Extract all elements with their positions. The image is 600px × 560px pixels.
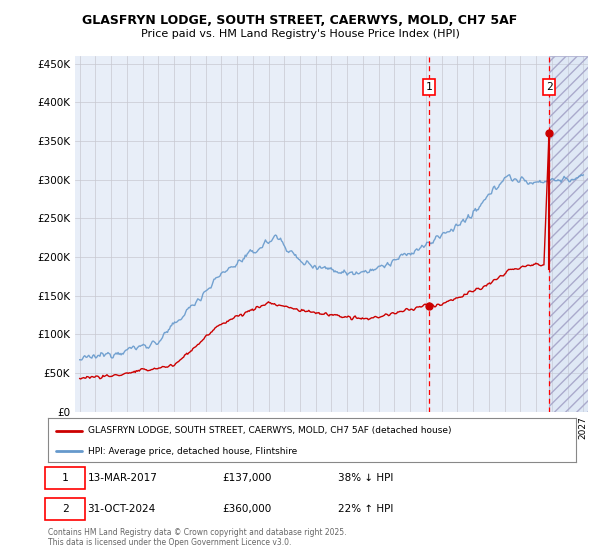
FancyBboxPatch shape [46,498,85,520]
Text: 1: 1 [62,473,69,483]
Text: 13-MAR-2017: 13-MAR-2017 [88,473,157,483]
FancyBboxPatch shape [46,467,85,489]
Text: £137,000: £137,000 [222,473,272,483]
Text: 2: 2 [62,504,69,514]
Text: 2: 2 [546,82,553,92]
Text: £360,000: £360,000 [222,504,271,514]
Bar [549,56,591,412]
Text: Contains HM Land Registry data © Crown copyright and database right 2025.
This d: Contains HM Land Registry data © Crown c… [48,528,347,547]
Text: 31-OCT-2024: 31-OCT-2024 [88,504,156,514]
Text: Price paid vs. HM Land Registry's House Price Index (HPI): Price paid vs. HM Land Registry's House … [140,29,460,39]
Text: 1: 1 [425,82,432,92]
Text: GLASFRYN LODGE, SOUTH STREET, CAERWYS, MOLD, CH7 5AF (detached house): GLASFRYN LODGE, SOUTH STREET, CAERWYS, M… [88,426,451,435]
Text: 22% ↑ HPI: 22% ↑ HPI [338,504,394,514]
Text: HPI: Average price, detached house, Flintshire: HPI: Average price, detached house, Flin… [88,446,297,456]
Text: GLASFRYN LODGE, SOUTH STREET, CAERWYS, MOLD, CH7 5AF: GLASFRYN LODGE, SOUTH STREET, CAERWYS, M… [82,14,518,27]
Bar [549,56,591,412]
Text: 38% ↓ HPI: 38% ↓ HPI [338,473,394,483]
